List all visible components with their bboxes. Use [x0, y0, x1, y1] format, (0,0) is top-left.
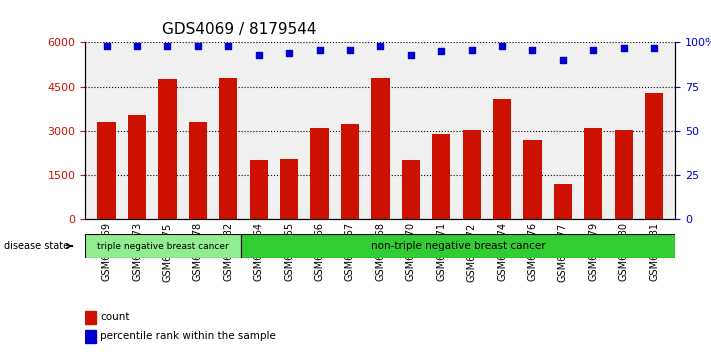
Point: [101, 43, 112, 49]
Bar: [614, 130, 633, 219]
Bar: [584, 128, 602, 219]
Bar: [554, 184, 572, 219]
FancyBboxPatch shape: [85, 234, 240, 258]
Bar: [188, 122, 207, 219]
Point: [314, 47, 325, 52]
Text: GDS4069 / 8179544: GDS4069 / 8179544: [162, 22, 316, 37]
Point: [466, 47, 477, 52]
Bar: [128, 115, 146, 219]
Bar: [402, 160, 420, 219]
Bar: [280, 159, 298, 219]
Bar: [523, 140, 542, 219]
Bar: [493, 98, 511, 219]
Point: [527, 47, 538, 52]
Bar: [250, 160, 268, 219]
Text: triple negative breast cancer: triple negative breast cancer: [97, 241, 229, 251]
Point: [253, 52, 264, 58]
Point: [375, 43, 386, 49]
Bar: [432, 134, 450, 219]
Point: [496, 43, 508, 49]
Text: disease state: disease state: [4, 241, 73, 251]
Bar: [463, 130, 481, 219]
Point: [648, 45, 660, 51]
Bar: [97, 122, 116, 219]
Bar: [159, 79, 176, 219]
Text: percentile rank within the sample: percentile rank within the sample: [100, 331, 276, 341]
Bar: [371, 78, 390, 219]
Bar: [219, 78, 237, 219]
Text: non-triple negative breast cancer: non-triple negative breast cancer: [370, 241, 545, 251]
Point: [132, 43, 143, 49]
FancyBboxPatch shape: [240, 234, 675, 258]
Bar: [85, 330, 96, 343]
Point: [192, 43, 203, 49]
Point: [223, 43, 234, 49]
Point: [405, 52, 417, 58]
Bar: [645, 93, 663, 219]
Bar: [85, 311, 96, 324]
Point: [344, 47, 356, 52]
Bar: [341, 124, 359, 219]
Point: [162, 43, 173, 49]
Bar: [311, 128, 328, 219]
Point: [436, 48, 447, 54]
Point: [587, 47, 599, 52]
Point: [618, 45, 629, 51]
Text: count: count: [100, 312, 129, 322]
Point: [284, 50, 295, 56]
Point: [557, 57, 569, 63]
